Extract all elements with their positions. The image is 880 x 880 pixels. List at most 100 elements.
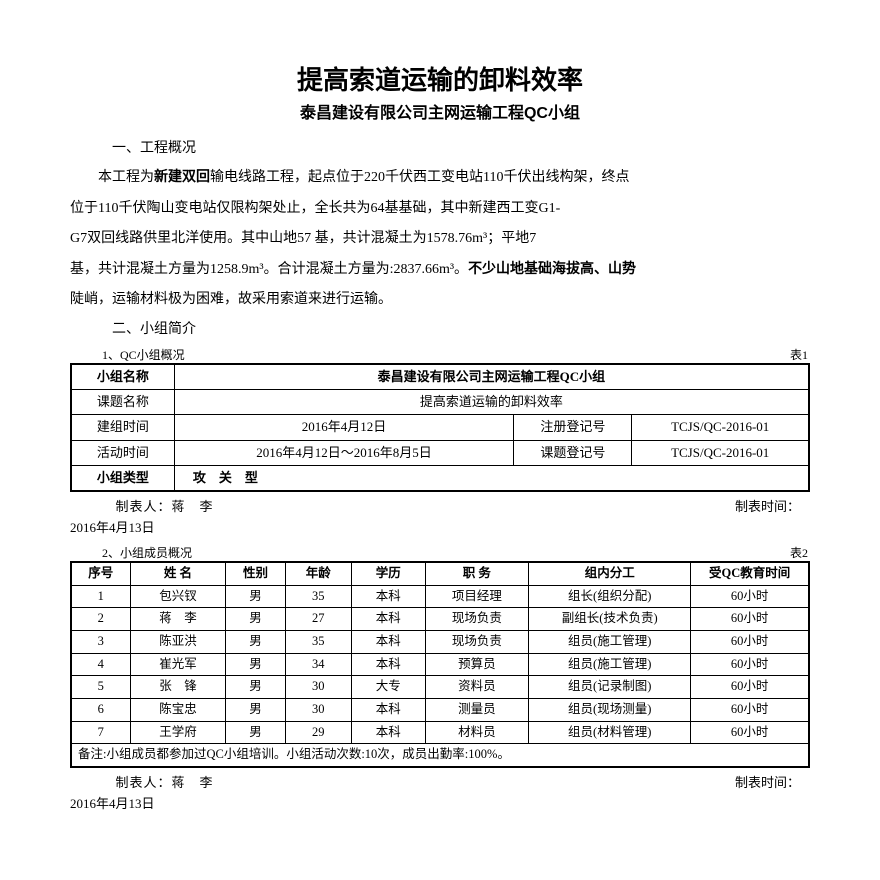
table2-note: 备注:小组成员都参加过QC小组培训。小组活动次数:10次，成员出勤率:100%。 xyxy=(71,744,809,767)
paragraph-line-3: G7双回线路供里北洋使用。其中山地57 基，共计混凝土为1578.76m³；平地… xyxy=(70,226,810,253)
paragraph-line-5: 陡峭，运输材料极为困难，故采用索道来进行运输。 xyxy=(70,287,810,314)
table-cell: 30 xyxy=(285,676,351,699)
table-cell: 本科 xyxy=(351,585,425,608)
subtitle: 泰昌建设有限公司主网运输工程QC小组 xyxy=(70,99,810,123)
t1-r3c2: 2016年4月12日 xyxy=(174,415,513,440)
table-cell: 蒋 李 xyxy=(130,608,226,631)
table-row: 小组名称 泰昌建设有限公司主网运输工程QC小组 xyxy=(71,364,809,390)
table2-caption: 2、小组成员概况 表2 xyxy=(70,544,810,561)
table-row: 3陈亚洪男35本科现场负责组员(施工管理)60小时 xyxy=(71,631,809,654)
table-cell: 男 xyxy=(226,676,285,699)
t2h6: 组内分工 xyxy=(529,562,691,585)
table-cell: 现场负责 xyxy=(425,608,528,631)
table-cell: 男 xyxy=(226,608,285,631)
table-cell: 本科 xyxy=(351,698,425,721)
t2h4: 学历 xyxy=(351,562,425,585)
table-cell: 测量员 xyxy=(425,698,528,721)
table-cell: 现场负责 xyxy=(425,631,528,654)
t1-r4c2: 2016年4月12日～2016年8月5日 xyxy=(174,440,513,465)
table-2: 序号 姓 名 性别 年龄 学历 职 务 组内分工 受QC教育时间 1包兴钗男35… xyxy=(70,561,810,768)
table-cell: 5 xyxy=(71,676,130,699)
table-row: 7王学府男29本科材料员组员(材料管理)60小时 xyxy=(71,721,809,744)
table-cell: 6 xyxy=(71,698,130,721)
table-cell: 项目经理 xyxy=(425,585,528,608)
table-cell: 29 xyxy=(285,721,351,744)
t1-r2c2: 提高索道运输的卸料效率 xyxy=(174,390,809,415)
document-page: 提高索道运输的卸料效率 泰昌建设有限公司主网运输工程QC小组 一、工程概况 本工… xyxy=(0,0,880,840)
t1-r5c1: 小组类型 xyxy=(71,465,174,491)
table-cell: 4 xyxy=(71,653,130,676)
time-2: 制表时间： xyxy=(735,772,800,791)
table-cell: 男 xyxy=(226,631,285,654)
table-cell: 大专 xyxy=(351,676,425,699)
t2h1: 姓 名 xyxy=(130,562,226,585)
table-row: 小组类型 攻 关 型 xyxy=(71,465,809,491)
date-2: 2016年4月13日 xyxy=(70,793,810,812)
table-cell: 包兴钗 xyxy=(130,585,226,608)
table-cell: 30 xyxy=(285,698,351,721)
table-row: 建组时间 2016年4月12日 注册登记号 TCJS/QC-2016-01 xyxy=(71,415,809,440)
paragraph-line-4: 基，共计混凝土方量为1258.9m³。合计混凝土方量为:2837.66m³。不少… xyxy=(70,257,810,284)
table-cell: 27 xyxy=(285,608,351,631)
table-row: 4崔光军男34本科预算员组员(施工管理)60小时 xyxy=(71,653,809,676)
paragraph-line-1: 本工程为新建双回输电线路工程，起点位于220千伏西工变电站110千伏出线构架，终… xyxy=(70,165,810,192)
section-1-heading: 一、工程概况 xyxy=(70,137,810,157)
table-cell: 60小时 xyxy=(691,676,809,699)
table-cell: 60小时 xyxy=(691,721,809,744)
table-cell: 资料员 xyxy=(425,676,528,699)
table-cell: 组员(材料管理) xyxy=(529,721,691,744)
table1-caption-left: 1、QC小组概况 xyxy=(72,346,185,363)
table-cell: 60小时 xyxy=(691,653,809,676)
table2-caption-left: 2、小组成员概况 xyxy=(72,544,192,561)
main-title: 提高索道运输的卸料效率 xyxy=(70,60,810,97)
t2h0: 序号 xyxy=(71,562,130,585)
table-cell: 本科 xyxy=(351,653,425,676)
table-cell: 张 锋 xyxy=(130,676,226,699)
table-cell: 本科 xyxy=(351,721,425,744)
table-1: 小组名称 泰昌建设有限公司主网运输工程QC小组 课题名称 提高索道运输的卸料效率… xyxy=(70,363,810,492)
table-cell: 60小时 xyxy=(691,585,809,608)
table-cell: 组长(组织分配) xyxy=(529,585,691,608)
table-cell: 副组长(技术负责) xyxy=(529,608,691,631)
para-seg-a: 本工程为 xyxy=(98,170,154,185)
date-1: 2016年4月13日 xyxy=(70,517,810,536)
table-row: 1包兴钗男35本科项目经理组长(组织分配)60小时 xyxy=(71,585,809,608)
table2-note-row: 备注:小组成员都参加过QC小组培训。小组活动次数:10次，成员出勤率:100%。 xyxy=(71,744,809,767)
table-row: 课题名称 提高索道运输的卸料效率 xyxy=(71,390,809,415)
table1-caption: 1、QC小组概况 表1 xyxy=(70,346,810,363)
maker-1: 制表人：蒋 李 xyxy=(70,496,214,515)
table-row: 2蒋 李男27本科现场负责副组长(技术负责)60小时 xyxy=(71,608,809,631)
table-cell: 3 xyxy=(71,631,130,654)
table-cell: 组员(现场测量) xyxy=(529,698,691,721)
table-cell: 预算员 xyxy=(425,653,528,676)
section-2-heading: 二、小组简介 xyxy=(70,318,810,338)
table-cell: 组员(施工管理) xyxy=(529,653,691,676)
para-4b: 不少山地基础海拔高、山势 xyxy=(468,262,636,277)
t1-r4c1: 活动时间 xyxy=(71,440,174,465)
table-cell: 组员(施工管理) xyxy=(529,631,691,654)
table1-footer: 制表人：蒋 李 制表时间： xyxy=(70,496,810,515)
t2h7: 受QC教育时间 xyxy=(691,562,809,585)
table-cell: 组员(记录制图) xyxy=(529,676,691,699)
table-header-row: 序号 姓 名 性别 年龄 学历 职 务 组内分工 受QC教育时间 xyxy=(71,562,809,585)
para-seg-c: 输电线路工程，起点位于220千伏西工变电站110千伏出线构架，终点 xyxy=(210,170,629,185)
para-seg-b: 新建双回 xyxy=(154,170,210,185)
table-cell: 60小时 xyxy=(691,631,809,654)
table-cell: 本科 xyxy=(351,608,425,631)
t1-r4c3: 课题登记号 xyxy=(514,440,632,465)
table-cell: 7 xyxy=(71,721,130,744)
maker-2: 制表人：蒋 李 xyxy=(70,772,214,791)
table-cell: 60小时 xyxy=(691,608,809,631)
table-row: 活动时间 2016年4月12日～2016年8月5日 课题登记号 TCJS/QC-… xyxy=(71,440,809,465)
table-cell: 男 xyxy=(226,585,285,608)
table-cell: 男 xyxy=(226,721,285,744)
table-cell: 王学府 xyxy=(130,721,226,744)
table-cell: 材料员 xyxy=(425,721,528,744)
table-cell: 2 xyxy=(71,608,130,631)
t2h2: 性别 xyxy=(226,562,285,585)
t1-r1c2: 泰昌建设有限公司主网运输工程QC小组 xyxy=(174,364,809,390)
table-cell: 陈宝忠 xyxy=(130,698,226,721)
table2-footer: 制表人：蒋 李 制表时间： xyxy=(70,772,810,791)
t1-r2c1: 课题名称 xyxy=(71,390,174,415)
table-cell: 男 xyxy=(226,653,285,676)
